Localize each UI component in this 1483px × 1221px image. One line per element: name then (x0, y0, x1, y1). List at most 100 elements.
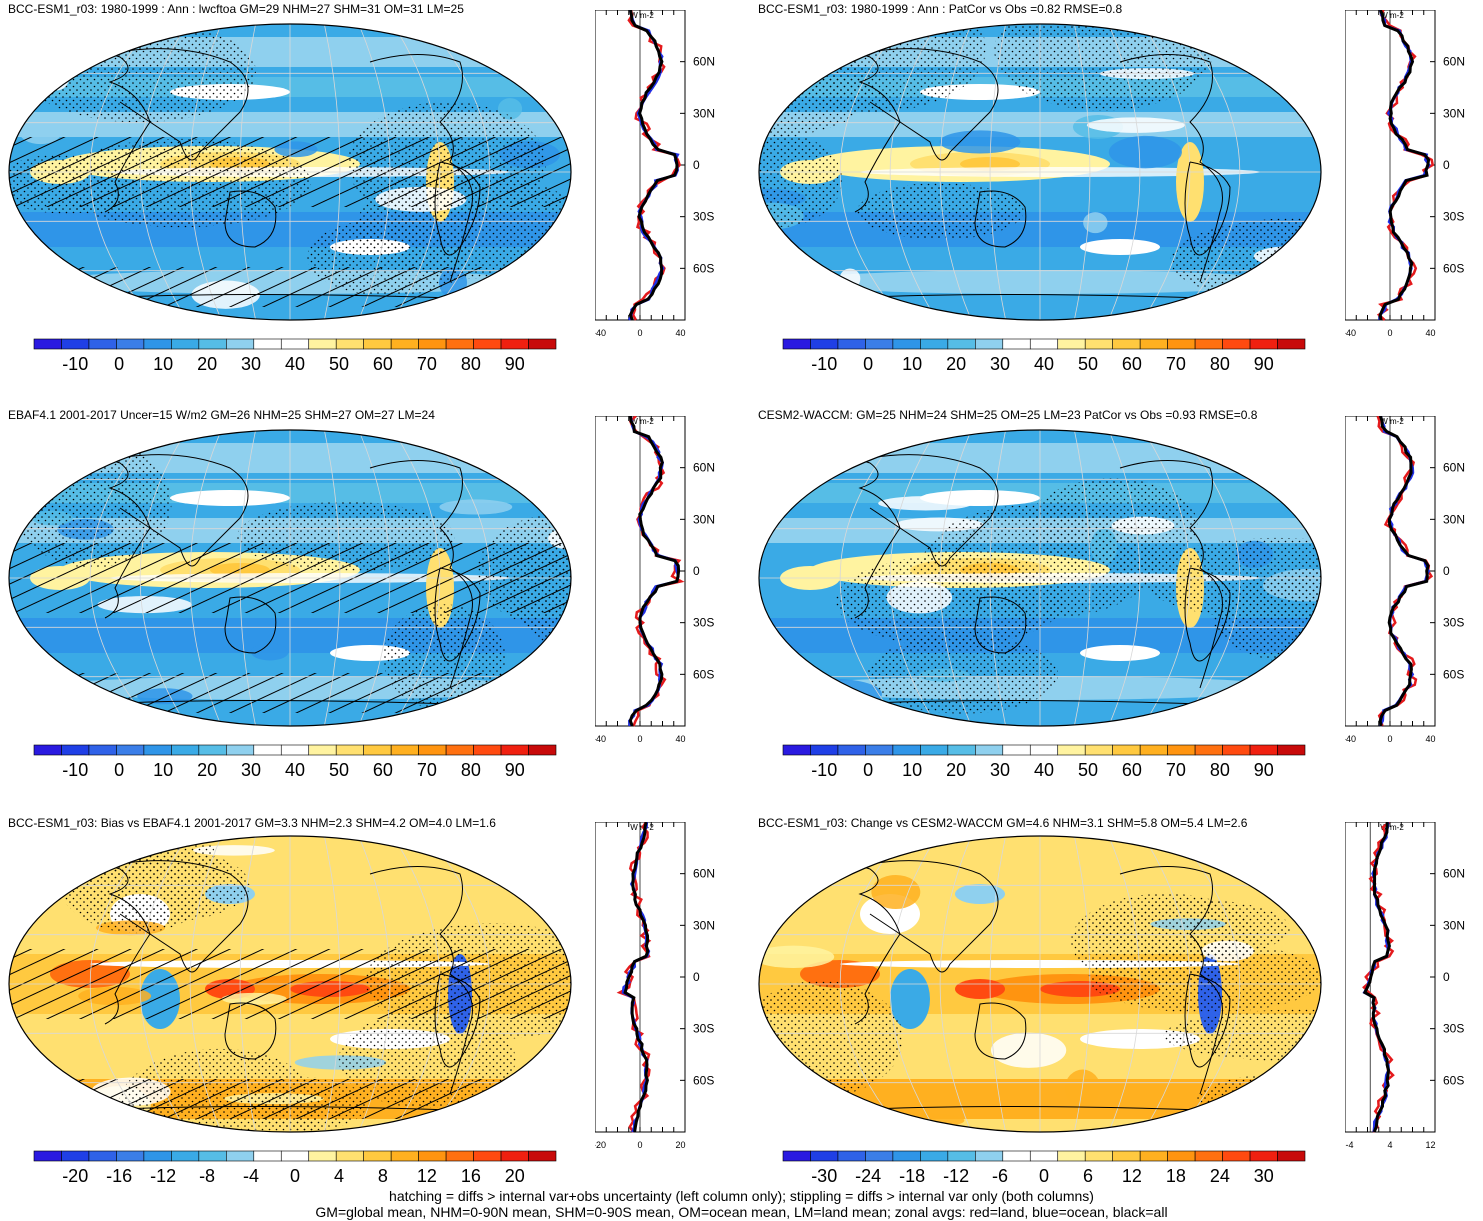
map-panel-1: BCC-ESM1_r03: 1980-1999 : Ann : lwcftoa … (0, 0, 733, 400)
colorbar-label: -16 (106, 1166, 132, 1186)
zonal-tick-label: 40 (1425, 328, 1435, 338)
latitude-label: 60S (1443, 261, 1464, 275)
map-panel-6: BCC-ESM1_r03: Change vs CESM2-WACCM GM=4… (750, 812, 1483, 1212)
colorbar-label: 24 (1210, 1166, 1230, 1186)
robinson-map (8, 835, 572, 1133)
map-panel-5: BCC-ESM1_r03: Bias vs EBAF4.1 2001-2017 … (0, 812, 733, 1212)
colorbar-label: 80 (461, 354, 481, 374)
colorbar-label: 0 (290, 1166, 300, 1186)
colorbar: -10 0 10 20 30 40 50 60 70 80 90 (33, 744, 557, 780)
latitude-label: 0 (693, 158, 700, 172)
zonal-tick-label: -20 (595, 1140, 606, 1150)
zonal-mean-plot: W m-2 60N 30N 0 30S 60S -40 0 40 (1345, 416, 1465, 744)
colorbar-label: 70 (417, 354, 437, 374)
colorbar-label: 60 (373, 354, 393, 374)
latitude-label: 30N (1443, 106, 1465, 120)
latitude-label: 30N (1443, 918, 1465, 932)
panel-title: BCC-ESM1_r03: 1980-1999 : Ann : PatCor v… (758, 2, 1123, 16)
robinson-map (758, 429, 1322, 727)
colorbar-label: 90 (505, 760, 525, 780)
colorbar-label: 12 (1122, 1166, 1142, 1186)
colorbar: -10 0 10 20 30 40 50 60 70 80 90 (33, 338, 557, 374)
colorbar-label: 40 (285, 760, 305, 780)
colorbar-label: 20 (505, 1166, 525, 1186)
colorbar: -30 -24 -18 -12 -6 0 6 12 18 24 30 (782, 1150, 1306, 1186)
colorbar-label: -20 (62, 1166, 88, 1186)
colorbar-label: 10 (902, 760, 922, 780)
colorbar-label: -12 (150, 1166, 176, 1186)
latitude-label: 30S (693, 210, 714, 224)
latitude-label: 60N (693, 461, 715, 475)
zonal-tick-label: 40 (675, 734, 685, 744)
colorbar-label: 0 (863, 354, 873, 374)
zonal-tick-label: 40 (1425, 734, 1435, 744)
colorbar-label: 16 (461, 1166, 481, 1186)
zonal-tick-label: 0 (637, 734, 642, 744)
latitude-label: 0 (1443, 970, 1450, 984)
zonal-tick-label: -40 (595, 734, 606, 744)
zonal-tick-label: 0 (637, 1140, 642, 1150)
colorbar-label: -10 (811, 760, 837, 780)
panel-title: BCC-ESM1_r03: Change vs CESM2-WACCM GM=4… (758, 816, 1248, 830)
zonal-tick-label: -40 (1345, 328, 1356, 338)
latitude-label: 30S (693, 1022, 714, 1036)
latitude-label: 30S (1443, 1022, 1464, 1036)
map-panel-4: CESM2-WACCM: GM=25 NHM=24 SHM=25 OM=25 L… (750, 406, 1483, 806)
robinson-map (8, 429, 572, 727)
latitude-label: 0 (1443, 564, 1450, 578)
colorbar-label: 20 (197, 760, 217, 780)
zonal-unit-label: W m-2 (1380, 417, 1404, 426)
colorbar-label: -10 (62, 760, 88, 780)
zonal-unit-label: W m-2 (1380, 11, 1404, 20)
colorbar-label: 10 (902, 354, 922, 374)
latitude-label: 60S (1443, 1073, 1464, 1087)
colorbar-label: 0 (114, 354, 124, 374)
colorbar-label: -4 (243, 1166, 259, 1186)
colorbar-label: 50 (329, 354, 349, 374)
zonal-tick-label: 0 (1387, 734, 1392, 744)
colorbar-label: 30 (990, 760, 1010, 780)
colorbar-label: 30 (990, 354, 1010, 374)
colorbar-label: 0 (114, 760, 124, 780)
colorbar-label: 60 (1122, 354, 1142, 374)
colorbar-label: -30 (811, 1166, 837, 1186)
figure-footer: hatching = diffs > internal var+obs unce… (0, 1188, 1483, 1220)
colorbar-label: 90 (1254, 354, 1274, 374)
colorbar: -10 0 10 20 30 40 50 60 70 80 90 (782, 744, 1306, 780)
latitude-label: 60N (1443, 461, 1465, 475)
colorbar: -10 0 10 20 30 40 50 60 70 80 90 (782, 338, 1306, 374)
zonal-unit-label: W m-2 (630, 11, 654, 20)
zonal-tick-label: -40 (1345, 734, 1356, 744)
map-panel-2: BCC-ESM1_r03: 1980-1999 : Ann : PatCor v… (750, 0, 1483, 400)
colorbar-label: 60 (373, 760, 393, 780)
panel-title: BCC-ESM1_r03: 1980-1999 : Ann : lwcftoa … (8, 2, 464, 16)
zonal-tick-label: 12 (1425, 1140, 1435, 1150)
footer-line-hatching: hatching = diffs > internal var+obs unce… (389, 1188, 1094, 1204)
colorbar-label: -18 (899, 1166, 925, 1186)
colorbar-label: 0 (1039, 1166, 1049, 1186)
latitude-label: 30N (1443, 512, 1465, 526)
panel-title: BCC-ESM1_r03: Bias vs EBAF4.1 2001-2017 … (8, 816, 496, 830)
robinson-map (758, 23, 1322, 321)
colorbar-label: 20 (946, 354, 966, 374)
colorbar-label: 8 (378, 1166, 388, 1186)
colorbar-label: 50 (329, 760, 349, 780)
colorbar-label: 10 (153, 760, 173, 780)
latitude-label: 30S (1443, 616, 1464, 630)
colorbar-label: 4 (334, 1166, 344, 1186)
latitude-label: 60S (693, 667, 714, 681)
latitude-label: 60S (1443, 667, 1464, 681)
robinson-map (8, 23, 572, 321)
colorbar-label: -24 (855, 1166, 881, 1186)
colorbar-label: 40 (285, 354, 305, 374)
latitude-label: 60N (693, 55, 715, 69)
panel-title: EBAF4.1 2001-2017 Uncer=15 W/m2 GM=26 NH… (8, 408, 435, 422)
latitude-label: 60N (693, 867, 715, 881)
latitude-label: 0 (693, 970, 700, 984)
zonal-tick-label: -4 (1345, 1140, 1353, 1150)
colorbar-label: 50 (1078, 354, 1098, 374)
colorbar-label: 90 (1254, 760, 1274, 780)
latitude-label: 30N (693, 512, 715, 526)
colorbar-label: 30 (1254, 1166, 1274, 1186)
colorbar-label: 10 (153, 354, 173, 374)
